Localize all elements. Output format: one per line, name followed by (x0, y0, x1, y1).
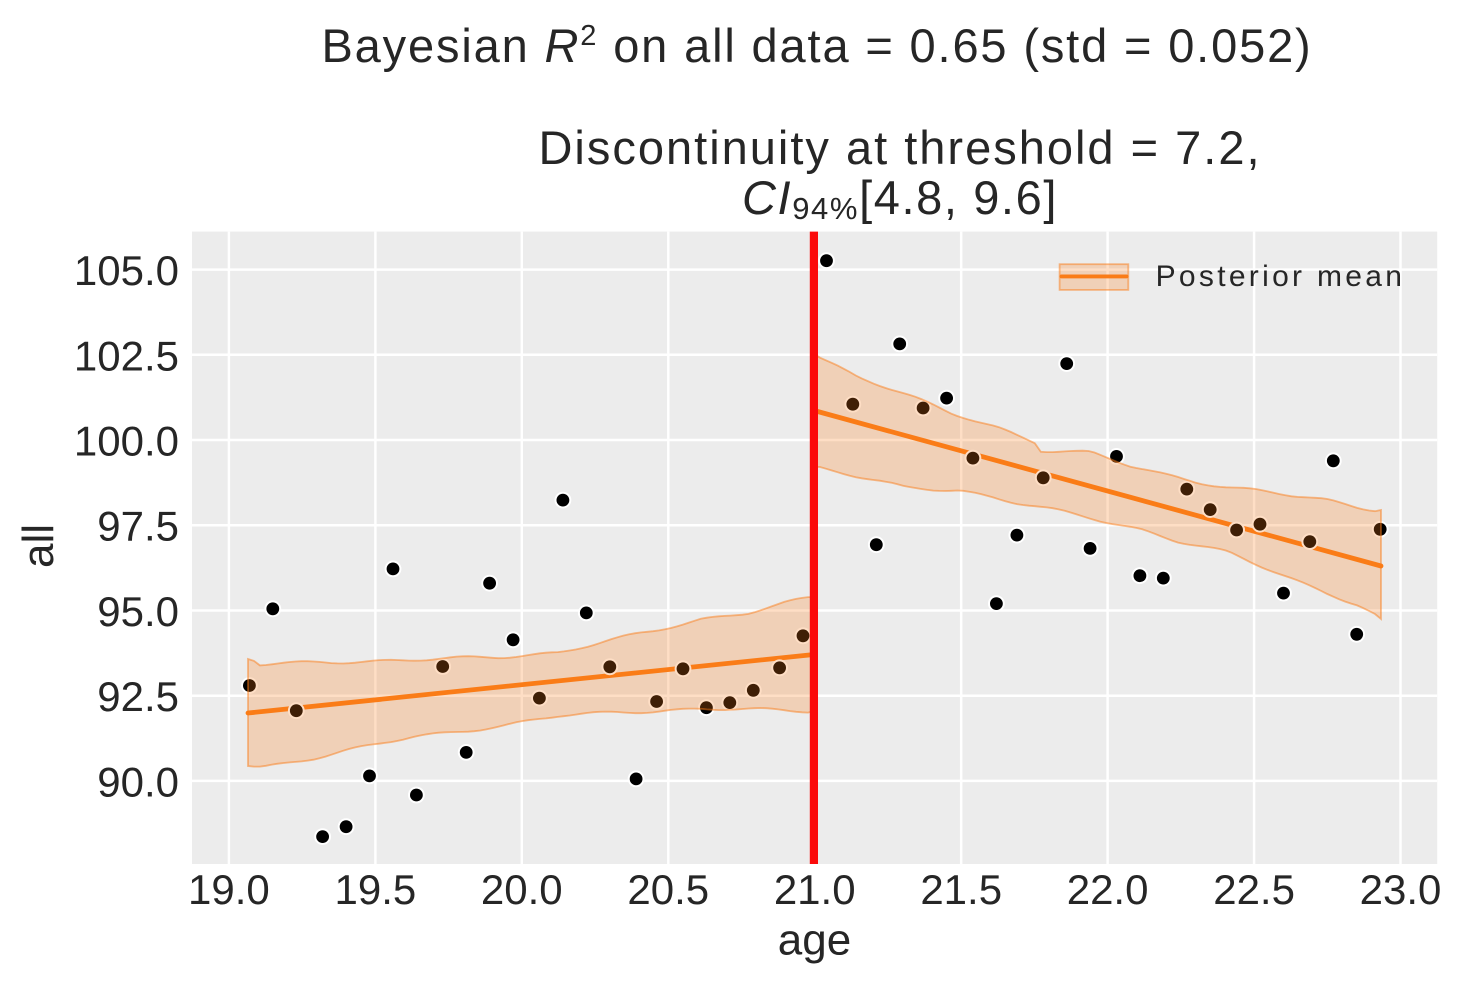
svg-text:Discontinuity at threshold = 7: Discontinuity at threshold = 7.2, (538, 121, 1261, 174)
svg-text:Bayesian R2 on all data = 0.65: Bayesian R2 on all data = 0.65 (std = 0.… (321, 19, 1312, 72)
svg-text:22.0: 22.0 (1067, 866, 1149, 913)
svg-text:22.5: 22.5 (1213, 866, 1295, 913)
svg-text:95.0: 95.0 (97, 588, 179, 635)
svg-text:19.5: 19.5 (335, 866, 417, 913)
svg-text:100.0: 100.0 (74, 418, 179, 465)
svg-text:102.5: 102.5 (74, 332, 179, 379)
svg-text:20.5: 20.5 (627, 866, 709, 913)
svg-text:CI94%[4.8, 9.6]: CI94%[4.8, 9.6] (742, 171, 1058, 226)
svg-text:21.5: 21.5 (920, 866, 1002, 913)
svg-text:age: age (778, 916, 851, 965)
svg-text:19.0: 19.0 (188, 866, 270, 913)
svg-text:20.0: 20.0 (481, 866, 563, 913)
svg-text:97.5: 97.5 (97, 503, 179, 550)
svg-text:90.0: 90.0 (97, 758, 179, 805)
svg-text:23.0: 23.0 (1360, 866, 1442, 913)
svg-text:105.0: 105.0 (74, 247, 179, 294)
svg-text:all: all (14, 524, 63, 568)
svg-text:Posterior mean: Posterior mean (1156, 260, 1406, 293)
svg-text:92.5: 92.5 (97, 673, 179, 720)
svg-text:21.0: 21.0 (774, 866, 856, 913)
